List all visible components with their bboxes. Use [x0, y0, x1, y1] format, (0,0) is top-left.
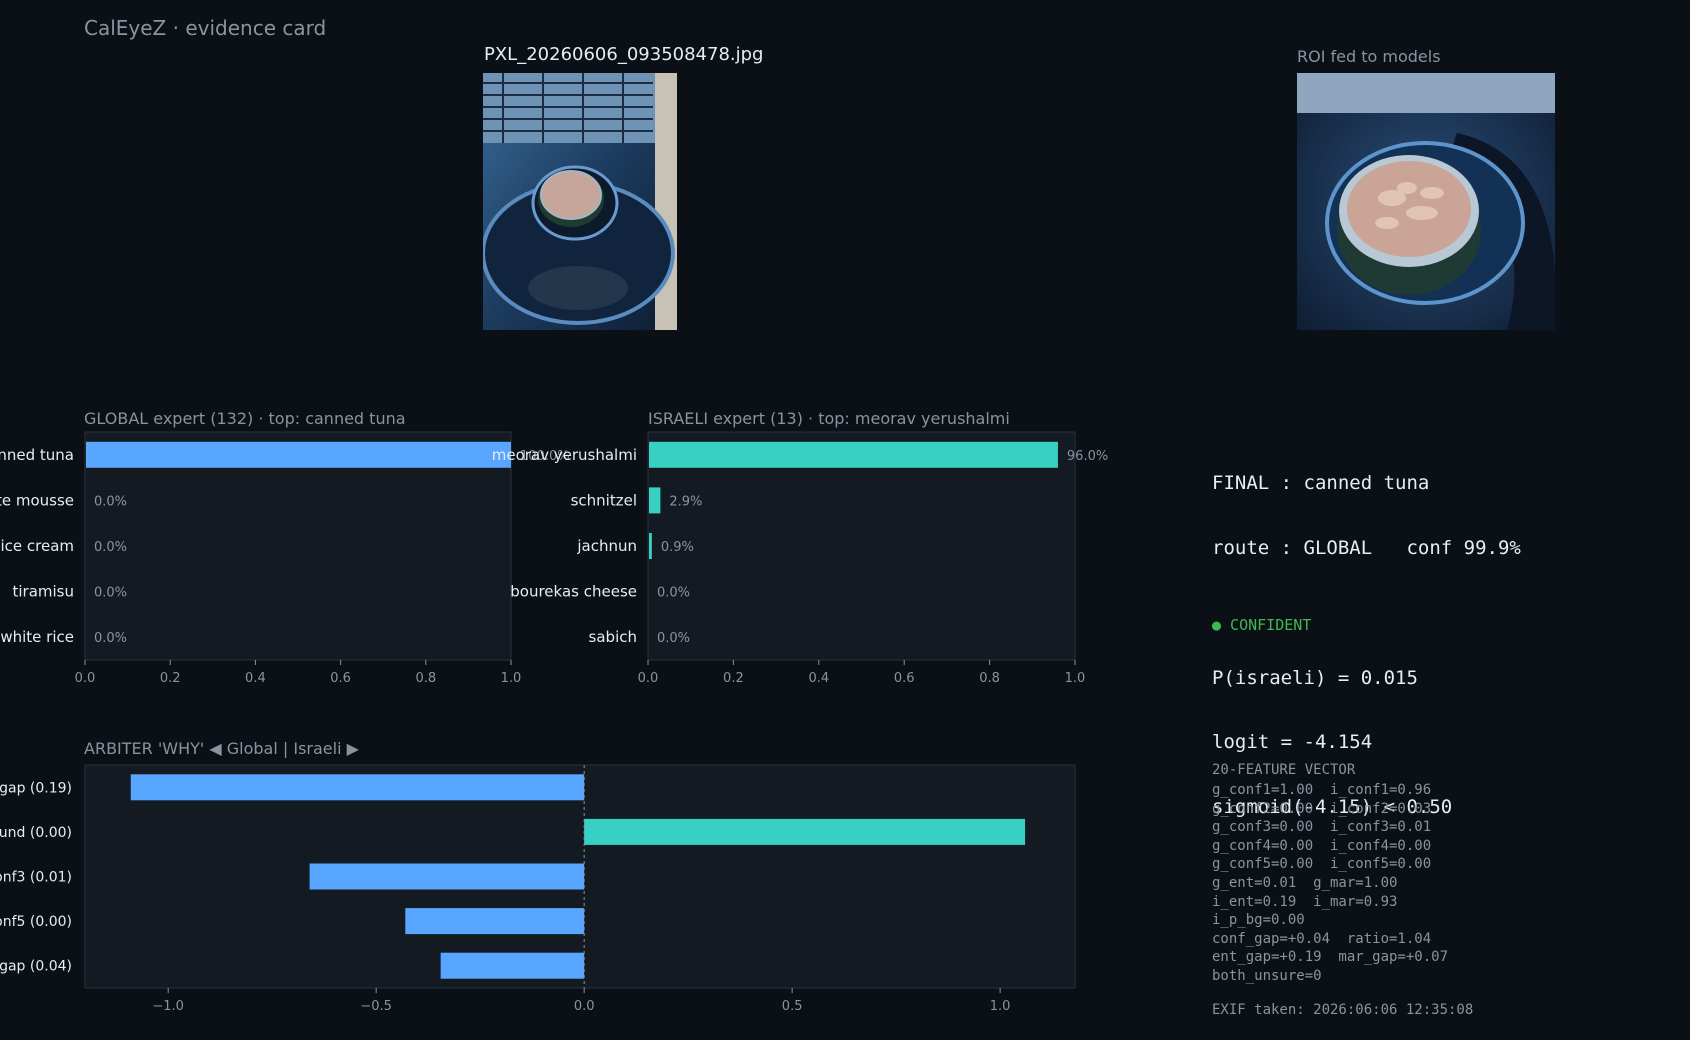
plot-area [84, 431, 512, 661]
x-tick-label: 0.5 [782, 999, 803, 1014]
feature-vector-line: g_conf4=0.00 i_conf4=0.00 [1212, 837, 1432, 854]
feature-vector-line: g_conf3=0.00 i_conf3=0.01 [1212, 819, 1432, 836]
x-tick-label: 0.6 [894, 671, 915, 686]
bar-value-label: 0.0% [94, 540, 127, 555]
exif-timestamp: EXIF taken: 2026:06:06 12:35:08 [1212, 1002, 1474, 1018]
x-tick-label: 0.2 [160, 671, 181, 686]
bar [130, 774, 585, 801]
category-label: i_conf5 (0.00) [0, 914, 72, 930]
bar-value-label: 0.0% [94, 631, 127, 646]
x-tick-label: −0.5 [360, 999, 392, 1014]
category-label: bourekas cheese [510, 583, 637, 601]
roi-label: ROI fed to models [1297, 47, 1441, 66]
category-label: i_conf3 (0.01) [0, 870, 72, 886]
bar [440, 952, 585, 979]
bar-value-label: 0.0% [657, 586, 690, 601]
x-tick-label: 1.0 [1065, 671, 1086, 686]
x-tick-label: 0.8 [979, 671, 1000, 686]
category-label: meorav yerushalmi [492, 446, 637, 464]
bar [309, 863, 585, 890]
feature-vector-line: both_unsure=0 [1212, 967, 1322, 984]
bar [649, 441, 1058, 468]
category-label: tiramisu [12, 583, 74, 601]
file-name: PXL_20260606_093508478.jpg [484, 44, 764, 65]
bar-value-label: 0.0% [657, 631, 690, 646]
app-title: CalEyeZ · evidence card [84, 16, 327, 40]
bar-value-label: 0.0% [94, 586, 127, 601]
x-tick-label: 0.4 [808, 671, 829, 686]
x-tick-label: −1.0 [152, 999, 184, 1014]
feature-vector-line: g_conf1=1.00 i_conf1=0.96 [1212, 782, 1432, 798]
feature-vector-title: 20-FEATURE VECTOR [1212, 762, 1356, 778]
x-tick-label: 1.0 [501, 671, 522, 686]
bar [405, 908, 585, 935]
category-label: ent_gap (0.19) [0, 780, 72, 796]
x-tick-label: 0.2 [723, 671, 744, 686]
feature-vector-line: ent_gap=+0.19 mar_gap=+0.07 [1212, 949, 1449, 966]
feature-vector-line: g_ent=0.01 g_mar=1.00 [1212, 874, 1398, 891]
feature-vector-line: i_ent=0.19 i_mar=0.93 [1212, 893, 1398, 910]
category-label: ice cream [0, 537, 74, 555]
plot-area [647, 431, 1076, 661]
bar [86, 441, 511, 468]
roi-photo [1297, 73, 1555, 330]
category-label: schnitzel [571, 491, 637, 509]
x-tick-label: 0.0 [75, 671, 96, 686]
p-israeli-line: P(israeli) = 0.015 [1212, 666, 1418, 689]
israeli-chart-title: ISRAELI expert (13) · top: meorav yerush… [648, 409, 1010, 428]
final-line: FINAL : canned tuna [1212, 472, 1430, 495]
bar [649, 487, 661, 514]
sigmoid-line: sigmoid(-4.15) < 0.50 [1212, 796, 1453, 819]
category-label: sabich [589, 628, 637, 646]
bar [584, 818, 1026, 845]
bar-value-label: 96.0% [1067, 449, 1108, 464]
category-label: white rice [0, 628, 74, 646]
x-tick-label: 0.0 [574, 999, 595, 1014]
global-chart-title: GLOBAL expert (132) · top: canned tuna [84, 409, 406, 428]
final-summary: FINAL : canned tuna route : GLOBAL conf … [1212, 430, 1521, 840]
bar [649, 533, 652, 559]
feature-vector-line: g_conf5=0.00 i_conf5=0.00 [1212, 856, 1432, 873]
confidence-status-badge: ● CONFIDENT [1212, 616, 1312, 634]
x-tick-label: 0.0 [638, 671, 659, 686]
category-label: background (0.00) [0, 825, 72, 841]
bar-value-label: 2.9% [669, 494, 702, 509]
original-photo [483, 73, 677, 330]
bar-value-label: 100.0% [520, 449, 570, 464]
feature-vector-line: g_conf2=0.00 i_conf2=0.03 [1212, 800, 1432, 817]
bar-value-label: 0.9% [661, 540, 694, 555]
x-tick-label: 1.0 [990, 999, 1011, 1014]
x-tick-label: 0.6 [330, 671, 351, 686]
category-label: chocolate mousse [0, 491, 74, 509]
feature-vector-line: i_p_bg=0.00 [1212, 912, 1305, 929]
logit-line: logit = -4.154 [1212, 731, 1373, 754]
feature-vector-list: g_conf1=1.00 i_conf1=0.96 g_conf2=0.00 i_… [1212, 781, 1448, 986]
category-label: canned tuna [0, 446, 74, 464]
arbiter-chart-title: ARBITER 'WHY' ◀ Global | Israeli ▶ [84, 739, 359, 758]
route-line: route : GLOBAL conf 99.9% [1212, 536, 1521, 559]
feature-vector-line: conf_gap=+0.04 ratio=1.04 [1212, 930, 1432, 947]
category-label: jachnun [576, 537, 637, 555]
x-tick-label: 0.8 [415, 671, 436, 686]
x-tick-label: 0.4 [245, 671, 266, 686]
category-label: conf_gap (0.04) [0, 959, 72, 975]
bar-value-label: 0.0% [94, 494, 127, 509]
